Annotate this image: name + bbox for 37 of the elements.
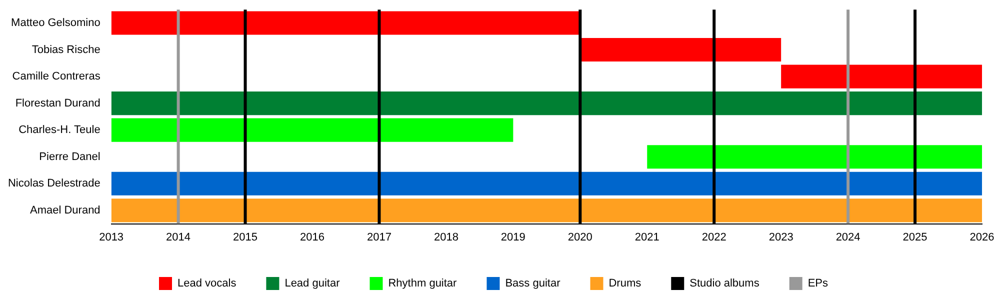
bar: [111, 198, 982, 222]
x-tick-label: 2016: [300, 231, 324, 244]
bar: [111, 11, 580, 35]
bar: [580, 38, 782, 62]
legend-label: Drums: [608, 278, 642, 290]
x-tick-label: 2020: [568, 231, 592, 244]
bar: [111, 118, 514, 142]
x-tick-label: 2022: [702, 231, 726, 244]
y-tick-label: Amael Durand: [30, 204, 100, 216]
legend-label: Lead vocals: [177, 278, 237, 290]
x-tick-label: 2018: [434, 231, 458, 244]
x-tick-label: 2023: [768, 231, 794, 244]
x-tick-label: 2026: [970, 231, 994, 244]
y-tick-label: Florestan Durand: [15, 97, 100, 110]
y-tick-label: Camille Contreras: [12, 70, 101, 83]
y-tick-label: Tobias Rische: [32, 44, 100, 56]
x-tick-label: 2015: [233, 231, 258, 244]
bar: [111, 172, 982, 196]
legend-label: Studio albums: [690, 278, 760, 290]
y-tick-label: Matteo Gelsomino: [11, 17, 100, 30]
x-tick-label: 2013: [99, 231, 124, 244]
y-tick-label: Pierre Danel: [39, 150, 100, 163]
bar: [111, 92, 982, 116]
x-tick-label: 2024: [836, 231, 860, 244]
legend-label: Bass guitar: [505, 278, 561, 290]
legend-label: Lead guitar: [284, 278, 340, 290]
y-tick-label: Charles-H. Teule: [18, 124, 100, 136]
x-tick-label: 2017: [366, 231, 392, 244]
y-tick-label: Nicolas Delestrade: [8, 178, 100, 190]
legend-label: EPs: [808, 278, 829, 290]
x-tick-label: 2021: [634, 231, 660, 244]
bar: [781, 64, 982, 88]
x-tick-label: 2014: [166, 231, 191, 244]
bar: [647, 145, 982, 169]
x-tick-label: 2019: [500, 231, 526, 244]
legend-label: Rhythm guitar: [388, 278, 458, 290]
x-tick-label: 2025: [902, 231, 928, 244]
